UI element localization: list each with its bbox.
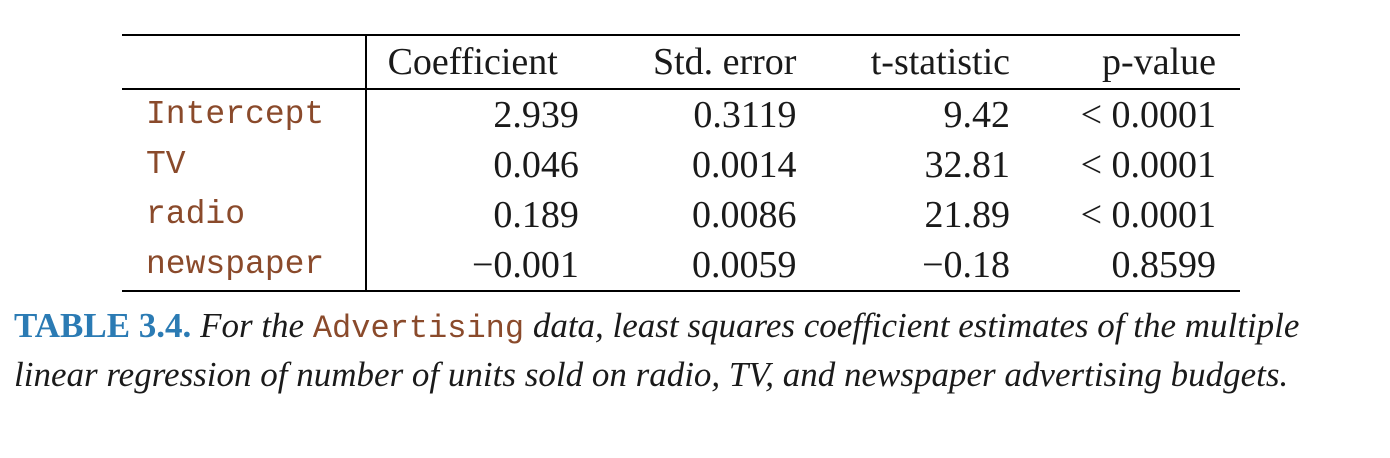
table-body: Intercept 2.939 0.3119 9.42 < 0.0001 TV … xyxy=(122,89,1240,291)
row-variable: newspaper xyxy=(122,240,367,291)
row-std-error: 0.0086 xyxy=(691,194,797,236)
row-p-value: < 0.0001 xyxy=(1080,94,1216,136)
row-p-value: < 0.0001 xyxy=(1080,194,1216,236)
header-row: Coefficient Std. error t-statistic p-val… xyxy=(122,35,1240,89)
header-std-error: Std. error xyxy=(652,41,797,83)
header-t-statistic: t-statistic xyxy=(870,41,1011,83)
row-t-statistic: 21.89 xyxy=(924,194,1011,236)
caption-text-after: data, least squares coefficient estimate… xyxy=(14,306,1300,394)
table-header: Coefficient Std. error t-statistic p-val… xyxy=(122,35,1240,89)
caption-label: TABLE 3.4. xyxy=(14,306,192,345)
regression-table: Coefficient Std. error t-statistic p-val… xyxy=(122,34,1240,292)
header-coefficient: Coefficient xyxy=(387,41,558,83)
row-p-value: < 0.0001 xyxy=(1080,144,1216,186)
table-row: newspaper −0.001 0.0059 −0.18 0.8599 xyxy=(122,240,1240,291)
row-coefficient: −0.001 xyxy=(471,244,579,286)
row-std-error: 0.0059 xyxy=(691,244,797,286)
row-variable: radio xyxy=(122,190,367,240)
row-p-value: 0.8599 xyxy=(1111,244,1217,286)
table-row: Intercept 2.939 0.3119 9.42 < 0.0001 xyxy=(122,89,1240,140)
row-t-statistic: −0.18 xyxy=(922,244,1011,286)
table-row: radio 0.189 0.0086 21.89 < 0.0001 xyxy=(122,190,1240,240)
row-variable: Intercept xyxy=(122,89,367,140)
regression-table-container: Coefficient Std. error t-statistic p-val… xyxy=(122,34,1240,292)
table-row: TV 0.046 0.0014 32.81 < 0.0001 xyxy=(122,140,1240,190)
row-variable: TV xyxy=(122,140,367,190)
table-caption: TABLE 3.4. For the Advertising data, lea… xyxy=(14,303,1380,398)
row-std-error: 0.3119 xyxy=(693,94,797,136)
caption-text-before: For the xyxy=(191,306,313,345)
header-p-value: p-value xyxy=(1102,41,1216,83)
row-coefficient: 2.939 xyxy=(493,94,579,136)
row-std-error: 0.0014 xyxy=(691,144,797,186)
caption-dataset-name: Advertising xyxy=(312,310,525,347)
row-coefficient: 0.046 xyxy=(493,144,579,186)
row-t-statistic: 32.81 xyxy=(924,144,1011,186)
header-empty xyxy=(122,35,367,89)
row-t-statistic: 9.42 xyxy=(943,94,1011,136)
row-coefficient: 0.189 xyxy=(493,194,579,236)
